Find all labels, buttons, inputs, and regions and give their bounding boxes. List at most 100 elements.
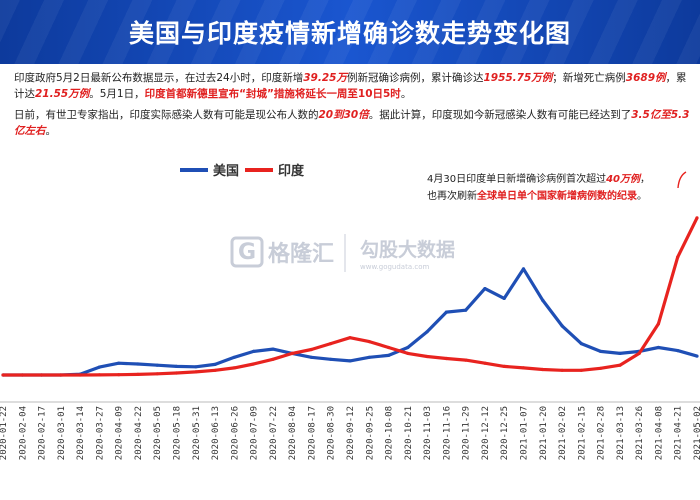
x-tick-label: 2020-02-17 [38, 406, 48, 460]
x-tick-label: 2020-04-22 [134, 406, 144, 460]
data-point-us [329, 357, 333, 361]
watermark: G 格隆汇 勾股大数据 www.gogudata.com [230, 234, 455, 272]
x-tick-label: 2021-03-13 [616, 406, 626, 460]
series-line-india [3, 217, 699, 377]
x-tick-label: 2020-05-18 [173, 406, 183, 460]
legend: 美国 印度 [180, 163, 305, 179]
x-tick-label: 2020-06-13 [211, 406, 221, 460]
x-tick-label: 2020-05-05 [153, 406, 163, 460]
data-point-india [20, 373, 24, 377]
note1-value-total-cases: 1955.75万例 [483, 72, 553, 84]
note1-text-6: 。 [400, 88, 412, 100]
data-point-us [367, 355, 371, 359]
data-point-india [232, 366, 236, 370]
data-point-us [425, 330, 429, 334]
data-point-us [271, 347, 275, 351]
x-tick-label: 2021-02-28 [597, 406, 607, 460]
data-point-india [348, 336, 352, 340]
x-tick-label: 2020-05-31 [192, 406, 202, 460]
data-point-india [155, 372, 159, 376]
data-point-india [637, 351, 641, 355]
x-tick-label: 2020-08-17 [307, 406, 317, 460]
x-tick-label: 2020-08-04 [288, 406, 298, 460]
x-tick-label: 2020-07-09 [250, 406, 260, 460]
data-point-india [444, 356, 448, 361]
note2-text-1: 日前，有世卫专家指出，印度实际感染人数有可能是现公布人数的 [14, 109, 319, 121]
note2-text-3: 。 [45, 125, 57, 137]
note1-text-5: 。5月1日， [89, 88, 145, 100]
data-point-us [406, 345, 410, 350]
x-tick-label: 2020-08-30 [327, 406, 337, 460]
data-point-india [618, 363, 622, 367]
note1-value-new-deaths: 3689例 [625, 72, 666, 84]
data-point-india [309, 347, 313, 352]
data-point-india [560, 368, 564, 372]
watermark-brand-2: 勾股大数据 [360, 238, 455, 261]
data-point-india [367, 340, 371, 344]
data-point-us [309, 355, 313, 359]
data-point-india [59, 373, 63, 377]
x-tick-label: 2020-06-26 [230, 406, 240, 460]
data-point-us [232, 355, 236, 359]
note2-value-estimate: 3.5亿至5.3亿左右 [14, 109, 690, 137]
data-point-india [40, 373, 44, 377]
data-point-us [464, 308, 468, 312]
note1-text-1: 印度政府5月2日最新公布数据显示，在过去24小时，印度新增 [14, 72, 304, 84]
data-point-us [213, 362, 217, 366]
x-tick-label: 2020-03-01 [57, 406, 67, 460]
x-tick-label: 2021-03-26 [635, 406, 645, 460]
data-point-india [1, 373, 5, 377]
x-tick-label: 2020-10-21 [404, 406, 414, 460]
note1-text-2: 例新冠确诊病例，累计确诊达 [346, 72, 484, 84]
x-tick-label: 2020-03-14 [76, 406, 86, 460]
data-point-us [541, 298, 545, 302]
annotation-bracket [677, 171, 687, 189]
data-point-india [78, 373, 82, 377]
data-point-india [329, 342, 333, 346]
data-point-us [117, 361, 121, 365]
data-point-us [502, 296, 506, 300]
data-point-india [425, 354, 429, 359]
data-point-us [194, 365, 198, 369]
data-point-us [579, 342, 583, 346]
data-point-india [406, 351, 410, 355]
data-point-us [483, 287, 487, 291]
data-point-india [502, 364, 506, 368]
data-point-india [676, 255, 680, 259]
legend-india-label: 印度 [278, 163, 305, 179]
data-point-us [174, 364, 179, 368]
x-tick-label: 2021-05-02 [693, 406, 700, 460]
chart-title: 美国与印度疫情新增确诊数走势变化图 [128, 19, 571, 48]
data-point-us [444, 310, 448, 314]
notes-block: 印度政府5月2日最新公布数据显示，在过去24小时，印度新增39.25万例新冠确诊… [14, 70, 690, 144]
x-tick-label: 2021-01-07 [520, 406, 530, 460]
header-banner: 美国与印度疫情新增确诊数走势变化图 [0, 0, 700, 64]
data-point-india [387, 345, 391, 350]
data-point-us [155, 363, 159, 367]
x-tick-label: 2020-11-16 [442, 406, 452, 460]
data-point-india [271, 357, 275, 361]
x-tick-label: 2020-03-27 [95, 406, 105, 460]
data-point-india [464, 358, 468, 362]
data-point-india [541, 367, 545, 372]
note2-text-2: 。据此计算，印度现如今新冠感染人数有可能已经达到了 [368, 109, 632, 121]
data-point-india [136, 372, 140, 376]
data-point-us [560, 324, 564, 328]
data-point-india [579, 368, 583, 372]
x-tick-label: 2020-12-12 [481, 406, 491, 460]
watermark-logo-icon [230, 236, 264, 268]
data-point-india [656, 322, 661, 326]
note1-value-total-deaths: 21.55万例 [35, 88, 90, 100]
data-point-us [656, 345, 661, 350]
data-point-us [387, 353, 391, 357]
data-point-us [348, 359, 352, 363]
x-tick-label: 2020-01-22 [0, 406, 9, 460]
data-point-india [97, 373, 101, 377]
x-tick-label: 2020-02-04 [18, 406, 28, 460]
notes-paragraph-2: 日前，有世卫专家指出，印度实际感染人数有可能是现公布人数的20到30倍。据此计算… [14, 107, 690, 139]
data-point-india [252, 362, 256, 366]
x-tick-label: 2020-12-25 [500, 406, 510, 460]
x-tick-label: 2020-09-25 [365, 406, 375, 460]
data-point-india [290, 351, 294, 355]
data-point-us [521, 267, 526, 271]
